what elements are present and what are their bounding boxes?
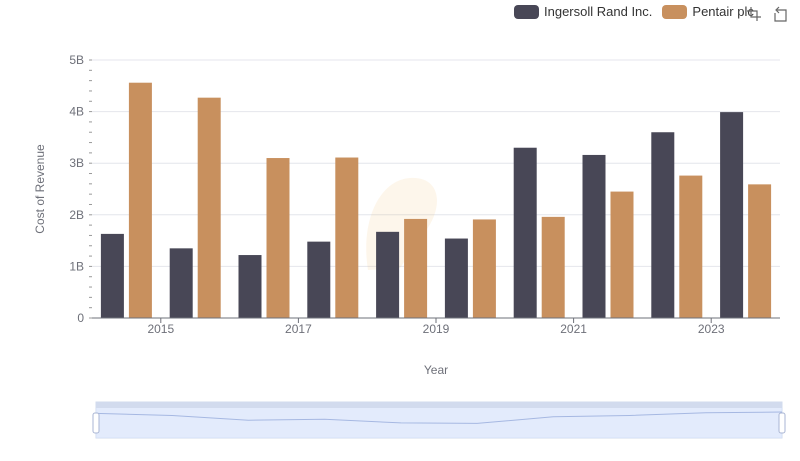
y-tick-label: 0 xyxy=(77,311,84,325)
x-axis-title: Year xyxy=(424,363,448,377)
zoom-select-icon[interactable] xyxy=(746,6,762,22)
y-tick-label: 5B xyxy=(69,53,84,67)
y-tick-label: 3B xyxy=(69,156,84,170)
x-tick-label: 2023 xyxy=(698,322,725,336)
bar xyxy=(100,233,124,318)
data-zoom-right-handle[interactable] xyxy=(778,412,786,434)
bar xyxy=(651,132,675,318)
y-axis-title: Cost of Revenue xyxy=(33,144,47,234)
data-zoom-slider[interactable] xyxy=(92,401,786,439)
x-tick-label: 2017 xyxy=(285,322,312,336)
zoom-reset-icon[interactable] xyxy=(772,6,788,22)
legend-label: Ingersoll Rand Inc. xyxy=(544,4,653,19)
bars xyxy=(100,82,772,318)
legend-swatch xyxy=(514,4,539,19)
bar xyxy=(444,238,468,318)
bar xyxy=(582,154,606,318)
bar xyxy=(376,231,400,318)
bar xyxy=(266,158,290,318)
bar xyxy=(197,97,221,318)
bar xyxy=(748,184,772,318)
bar xyxy=(335,157,359,318)
grid-lines xyxy=(92,59,780,267)
data-zoom-preview-line xyxy=(95,411,783,424)
legend-label: Pentair plc xyxy=(692,4,754,19)
bar xyxy=(541,216,565,318)
toolbox xyxy=(746,6,788,22)
bar xyxy=(610,191,634,318)
legend-swatch xyxy=(662,4,688,19)
y-tick-label: 4B xyxy=(69,105,84,119)
data-zoom-move-handle[interactable] xyxy=(96,402,782,408)
bar xyxy=(238,255,262,318)
bar xyxy=(169,248,193,318)
axes: 0 1B 2B 3B 4B 5B 2015 2017 2019 2021 2023 xyxy=(69,53,780,336)
legend-item-pentair[interactable]: Pentair plc xyxy=(662,4,754,19)
bar xyxy=(472,219,496,318)
bar xyxy=(513,147,537,318)
legend: Ingersoll Rand Inc. Pentair plc xyxy=(514,4,764,19)
y-tick-label: 2B xyxy=(69,208,84,222)
data-zoom-left-handle[interactable] xyxy=(92,412,100,434)
y-tick-label: 1B xyxy=(69,259,84,273)
x-tick-label: 2019 xyxy=(423,322,450,336)
bar xyxy=(128,82,152,318)
bar xyxy=(404,218,428,318)
bar xyxy=(720,112,744,318)
x-tick-label: 2021 xyxy=(560,322,587,336)
bar xyxy=(307,241,331,318)
x-tick-label: 2015 xyxy=(147,322,174,336)
legend-item-ingersoll-rand[interactable]: Ingersoll Rand Inc. xyxy=(514,4,652,19)
bar xyxy=(679,175,703,318)
